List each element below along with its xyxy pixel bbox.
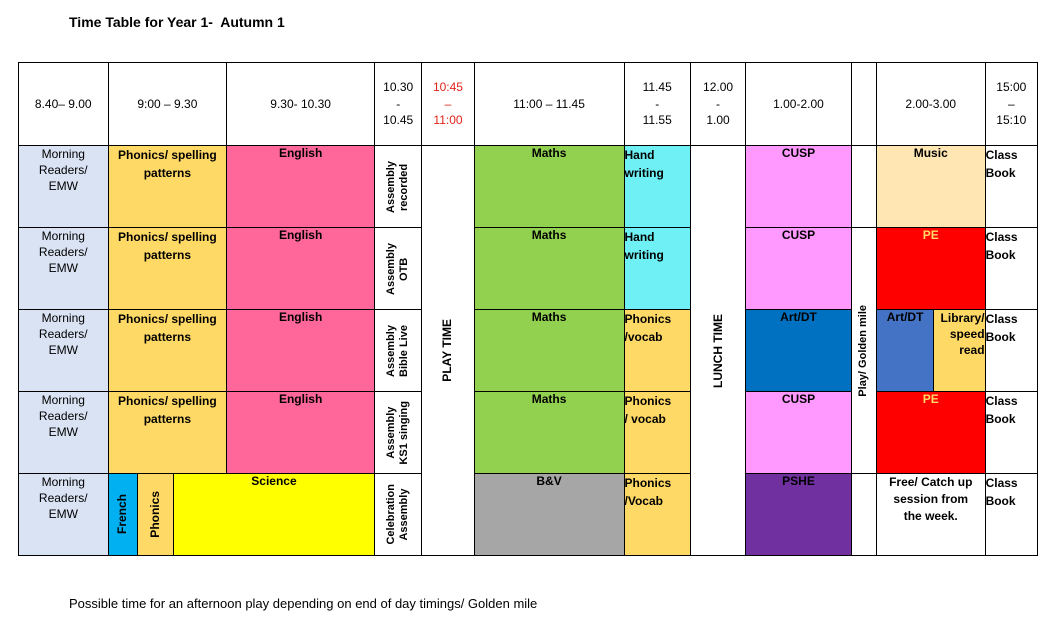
- maths-cell: Maths: [473, 145, 625, 228]
- science-cell: Science: [172, 473, 376, 556]
- play-golden-mile-cell: Play/ Golden mile: [850, 227, 877, 474]
- footnote: Possible time for an afternoon play depe…: [69, 596, 538, 611]
- morning-readers-cell: Morning Readers/EMW: [18, 391, 109, 474]
- header-cell: 9.30- 10.30: [226, 62, 376, 146]
- pshe-cell: PSHE: [745, 473, 852, 556]
- phonics-vocab-cell: Phonics/vocab: [623, 309, 691, 392]
- timetable: 8.40– 9.00 9:00 – 9.30 9.30- 10.30 10.30…: [18, 62, 1039, 556]
- class-book-cell: Class Book: [984, 145, 1039, 228]
- handwriting-cell: Hand writing: [623, 227, 691, 310]
- art-dt-cell: Art/DT: [875, 309, 935, 392]
- phonics-short-cell: Phonics: [136, 473, 174, 556]
- table-row: Morning Readers/EMW Phonics/ spelling patt…: [18, 309, 1039, 392]
- header-cell: 8.40– 9.00: [18, 62, 109, 146]
- header-cell: 9:00 – 9.30: [107, 62, 228, 146]
- class-book-cell: Class Book: [984, 473, 1039, 556]
- music-cell: Music: [875, 145, 986, 228]
- cusp-cell: CUSP: [745, 145, 852, 228]
- header-cell: 1.00-2.00: [745, 62, 852, 146]
- header-cell: 10.30-10.45: [374, 62, 423, 146]
- morning-readers-cell: Morning Readers/EMW: [18, 145, 109, 228]
- assembly-cell: Assembly KS1 singing: [374, 391, 423, 474]
- empty-cell: [850, 145, 877, 228]
- header-cell: 12.00-1.00: [689, 62, 747, 146]
- phonics-vocab-cell: Phonics / vocab: [623, 391, 691, 474]
- b-and-v-cell: B&V: [473, 473, 625, 556]
- english-cell: English: [226, 227, 376, 310]
- lunch-time-cell: LUNCH TIME: [689, 145, 747, 556]
- phonics-cell: Phonics/ spelling patterns: [107, 309, 228, 392]
- maths-cell: Maths: [473, 227, 625, 310]
- english-cell: English: [226, 145, 376, 228]
- assembly-cell: Assembly recorded: [374, 145, 423, 228]
- english-cell: English: [226, 391, 376, 474]
- maths-cell: Maths: [473, 391, 625, 474]
- assembly-cell: Assembly OTB: [374, 227, 423, 310]
- english-cell: English: [226, 309, 376, 392]
- french-cell: French: [107, 473, 138, 556]
- header-cell: 10:45–11:00: [421, 62, 475, 146]
- phonics-cell: Phonics/ spelling patterns: [107, 145, 228, 228]
- pe-cell: PE: [875, 391, 986, 474]
- class-book-cell: Class Book: [984, 309, 1039, 392]
- phonics-cell: Phonics/ spelling patterns: [107, 227, 228, 310]
- phonics-vocab-cell: Phonics/Vocab: [623, 473, 691, 556]
- header-cell: 11.45-11.55: [623, 62, 691, 146]
- pe-cell: PE: [875, 227, 986, 310]
- morning-readers-cell: Morning Readers/EMW: [18, 227, 109, 310]
- handwriting-cell: Hand writing: [623, 145, 691, 228]
- header-cell: 15:00–15:10: [984, 62, 1039, 146]
- empty-cell: [850, 473, 877, 556]
- table-row: Morning Readers/EMW Phonics/ spelling patt…: [18, 227, 1039, 474]
- free-catch-up-cell: Free/ Catch up session from the week.: [875, 473, 986, 556]
- table-row: Morning Readers/EMW Phonics/ spelling patt…: [18, 391, 1039, 474]
- header-row: 8.40– 9.00 9:00 – 9.30 9.30- 10.30 10.30…: [18, 62, 1039, 146]
- art-dt-cell: Art/DT: [745, 309, 852, 392]
- header-cell: 2.00-3.00: [875, 62, 986, 146]
- assembly-cell: Assembly Bible Live: [374, 309, 423, 392]
- library-speed-read-cell: Library/speed read: [933, 309, 986, 392]
- header-cell-empty: [850, 62, 877, 146]
- assembly-cell: Celebration Assembly: [374, 473, 423, 556]
- class-book-cell: Class Book: [984, 391, 1039, 474]
- play-time-cell: PLAY TIME: [421, 145, 475, 556]
- cusp-cell: CUSP: [745, 227, 852, 310]
- morning-readers-cell: Morning Readers/EMW: [18, 309, 109, 392]
- page-title: Time Table for Year 1- Autumn 1: [69, 14, 285, 30]
- table-row: Morning Readers/EMW French Phonics Scienc…: [18, 473, 1039, 556]
- play-time-label: PLAY TIME: [440, 319, 455, 382]
- class-book-cell: Class Book: [984, 227, 1039, 310]
- morning-readers-cell: Morning Readers/EMW: [18, 473, 109, 556]
- table-row: Morning Readers/EMW Phonics/ spelling patt…: [18, 145, 1039, 556]
- cusp-cell: CUSP: [745, 391, 852, 474]
- lunch-time-label: LUNCH TIME: [710, 313, 725, 388]
- phonics-cell: Phonics/ spelling patterns: [107, 391, 228, 474]
- header-cell: 11:00 – 11.45: [473, 62, 625, 146]
- play-golden-mile-label: Play/ Golden mile: [857, 304, 870, 397]
- maths-cell: Maths: [473, 309, 625, 392]
